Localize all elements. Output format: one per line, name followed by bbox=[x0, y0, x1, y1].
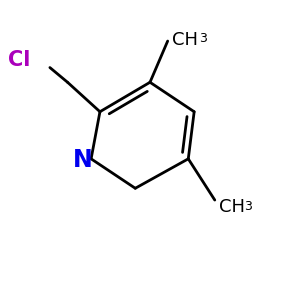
Text: CH: CH bbox=[172, 31, 198, 49]
Text: Cl: Cl bbox=[8, 50, 30, 70]
Text: CH: CH bbox=[219, 198, 245, 216]
Text: N: N bbox=[72, 148, 92, 172]
Text: 3: 3 bbox=[199, 32, 206, 46]
Text: 3: 3 bbox=[244, 200, 252, 213]
